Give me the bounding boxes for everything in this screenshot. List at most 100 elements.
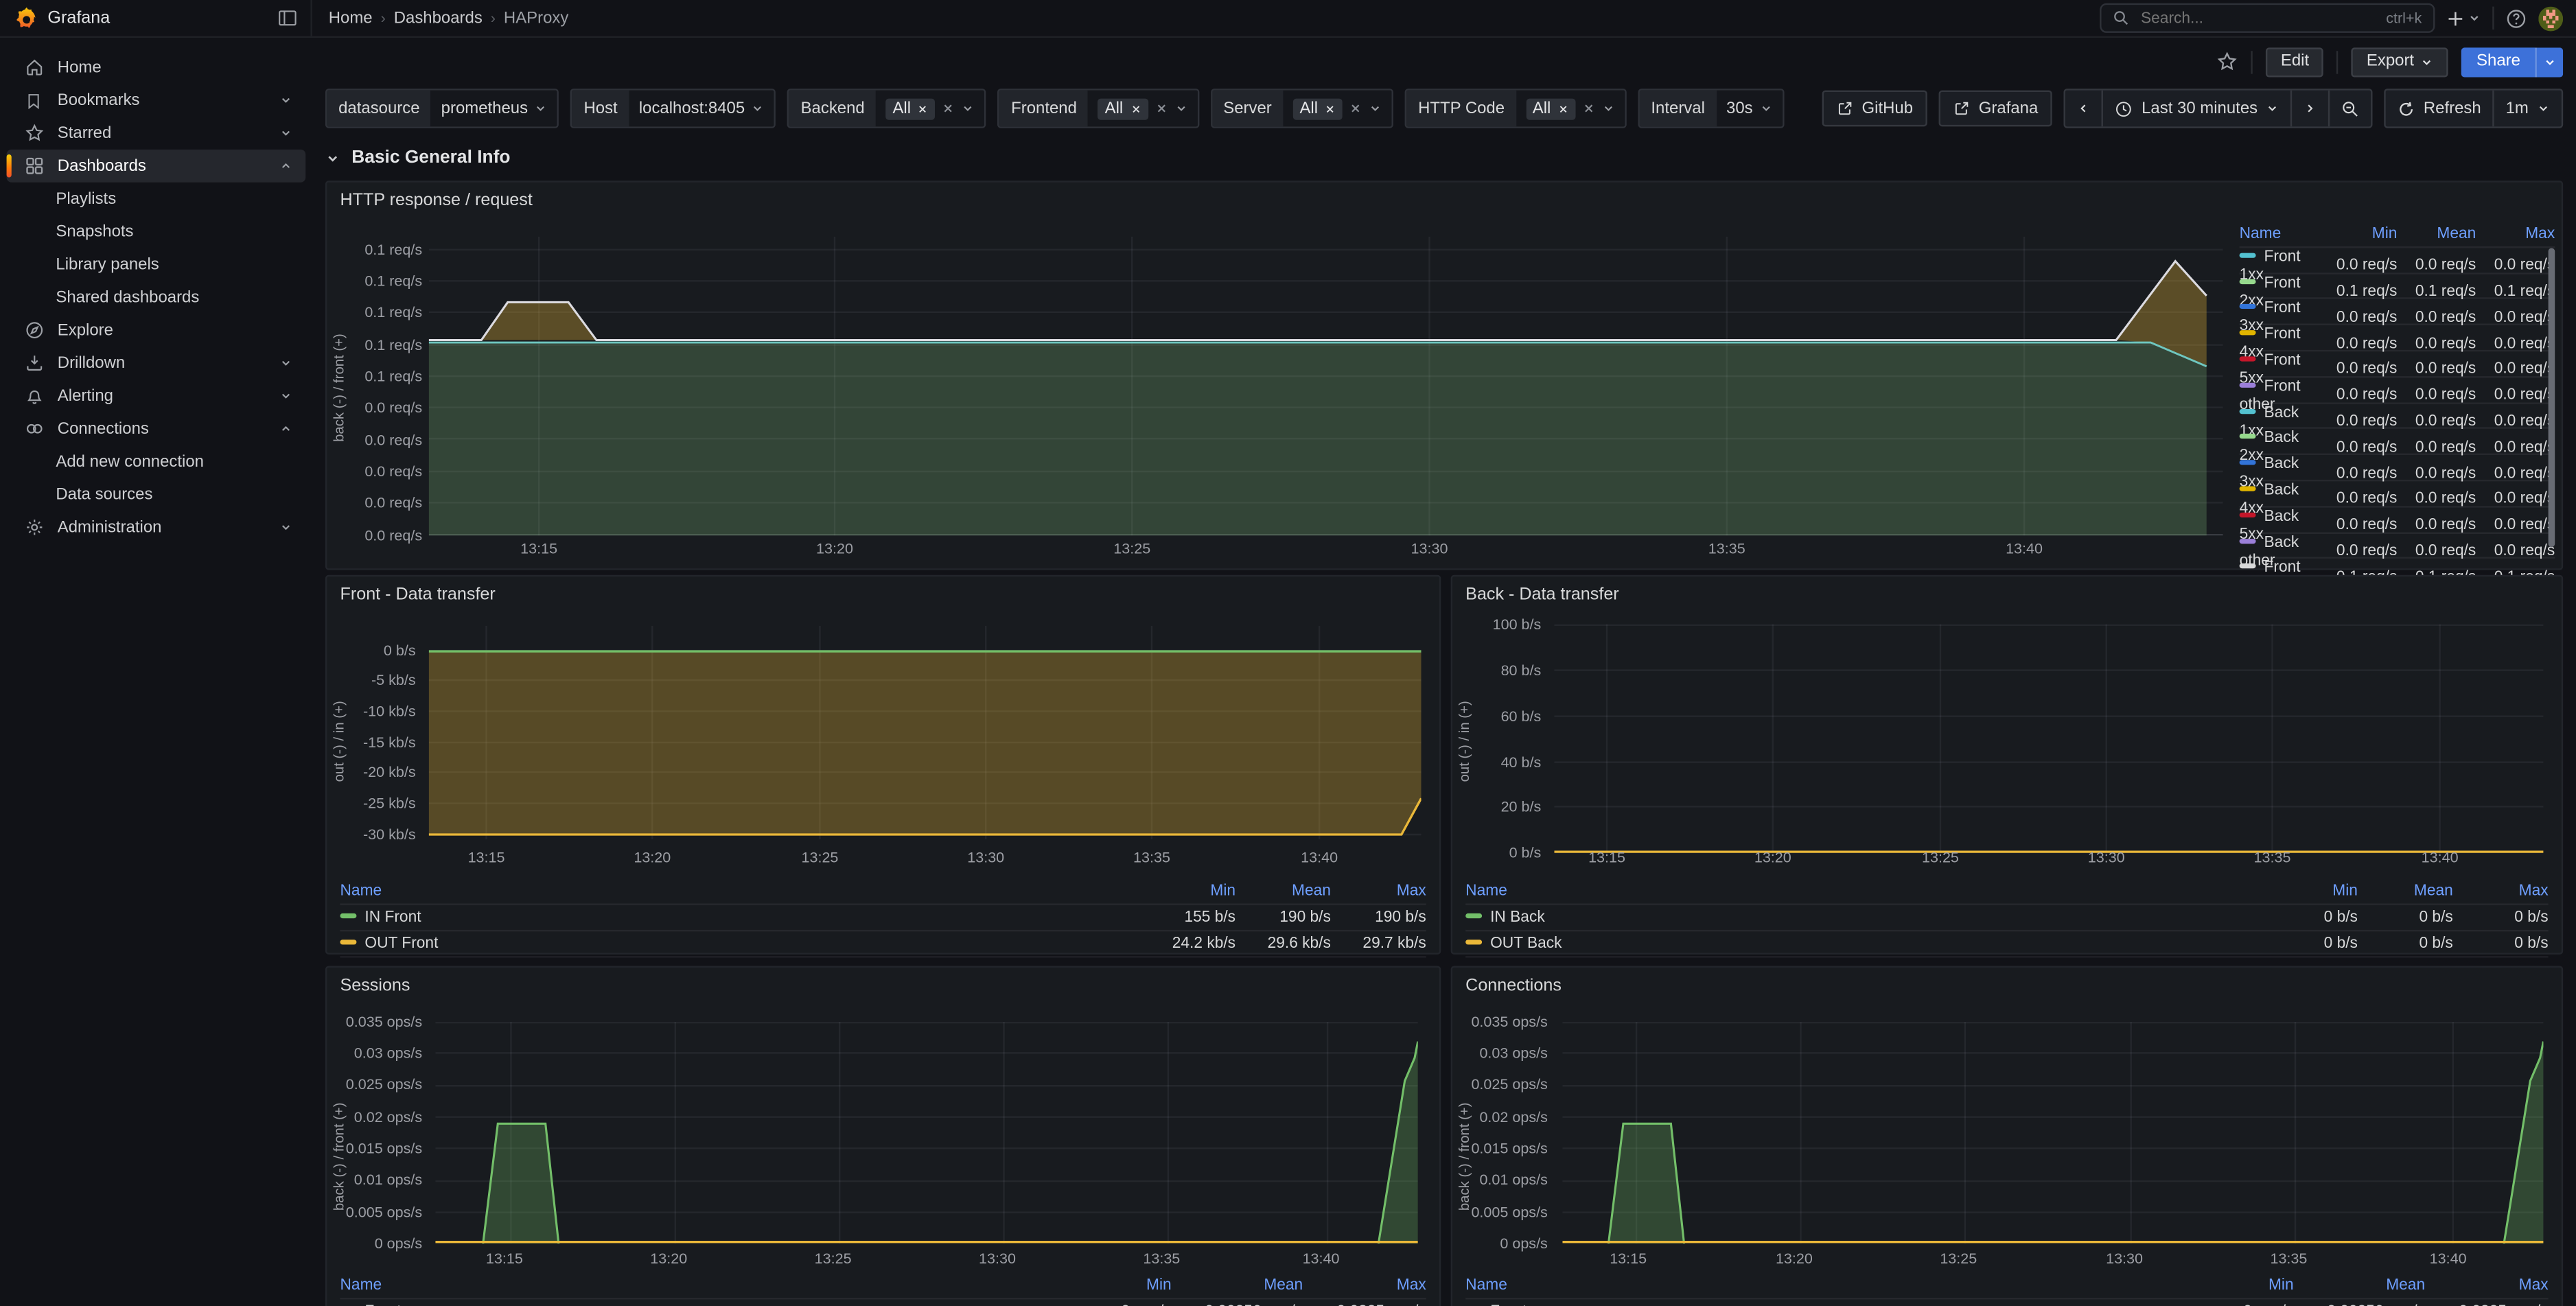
time-range-picker[interactable]: Last 30 minutes xyxy=(2104,91,2292,127)
legend-row[interactable]: Back other0.0 req/s0.0 req/s0.0 req/s xyxy=(2240,532,2555,558)
sidebar-item-add-new-connection[interactable]: Add new connection xyxy=(7,445,306,478)
grafana-logo[interactable] xyxy=(13,5,38,30)
legend-row[interactable]: Back 2xx0.0 req/s0.0 req/s0.0 req/s xyxy=(2240,428,2555,454)
chevron-down-icon[interactable] xyxy=(279,389,292,402)
sidebar-item-playlists[interactable]: Playlists xyxy=(7,183,306,215)
legend-row[interactable]: IN Front155 b/s190 b/s190 b/s xyxy=(340,904,1426,930)
favorite-star-icon[interactable] xyxy=(2217,51,2238,72)
legend-col-name[interactable]: Name xyxy=(340,1276,1056,1294)
sidebar-item-snapshots[interactable]: Snapshots xyxy=(7,215,306,248)
chevron-down-icon[interactable] xyxy=(279,521,292,534)
sidebar-item-alerting[interactable]: Alerting xyxy=(7,380,306,412)
var-interval-select[interactable]: 30s xyxy=(1717,91,1783,127)
legend-row[interactable]: Front other0.0 req/s0.0 req/s0.0 req/s xyxy=(2240,376,2555,402)
mega-menu-toggle-icon[interactable] xyxy=(278,8,298,28)
sidebar-item-bookmarks[interactable]: Bookmarks xyxy=(7,84,306,117)
legend-col-mean[interactable]: Mean xyxy=(2358,882,2453,900)
search-box[interactable]: ctrl+k xyxy=(2100,3,2435,33)
panel-front-data-transfer[interactable]: Front - Data transfer out (-) / in (+) 0… xyxy=(325,575,1441,955)
legend-col-min[interactable]: Min xyxy=(1056,1276,1172,1294)
legend-row[interactable]: Front 5xx0.0 req/s0.0 req/s0.0 req/s xyxy=(2240,350,2555,376)
row-basic-general-info[interactable]: Basic General Info xyxy=(325,148,511,167)
legend-row[interactable]: Back 1xx0.0 req/s0.0 req/s0.0 req/s xyxy=(2240,401,2555,428)
back-data-transfer-chart[interactable] xyxy=(1554,625,2543,854)
share-menu-caret[interactable] xyxy=(2535,47,2563,76)
legend-col-max[interactable]: Max xyxy=(1303,1276,1426,1294)
legend-row[interactable]: Front 2xx0.1 req/s0.1 req/s0.1 req/s xyxy=(2240,272,2555,298)
export-button[interactable]: Export xyxy=(2352,47,2448,76)
legend-col-mean[interactable]: Mean xyxy=(1172,1276,1303,1294)
front-data-transfer-chart[interactable] xyxy=(429,626,1422,839)
share-button[interactable]: Share xyxy=(2462,47,2536,76)
sidebar-item-data-sources[interactable]: Data sources xyxy=(7,478,306,511)
breadcrumb-home[interactable]: Home xyxy=(329,9,373,27)
legend-row[interactable]: Front0 ops/s0.00256 ops/s0.0325 ops/s xyxy=(1465,1298,2548,1306)
legend-col-min[interactable]: Min xyxy=(2319,225,2398,243)
var-server-select[interactable]: All xyxy=(1284,91,1392,127)
legend-row[interactable]: Front 4xx0.0 req/s0.0 req/s0.0 req/s xyxy=(2240,324,2555,350)
legend-col-min[interactable]: Min xyxy=(2179,1276,2294,1294)
legend-row[interactable]: OUT Back0 b/s0 b/s0 b/s xyxy=(1465,930,2548,958)
sidebar-item-starred[interactable]: Starred xyxy=(7,117,306,150)
legend-row[interactable]: Front 3xx0.0 req/s0.0 req/s0.0 req/s xyxy=(2240,298,2555,324)
panel-sessions[interactable]: Sessions back (-) / front (+) 0.035 ops/… xyxy=(325,966,1441,1305)
sidebar-item-dashboards[interactable]: Dashboards xyxy=(7,150,306,183)
legend-row[interactable]: Front0 ops/s0.00256 ops/s0.0325 ops/s xyxy=(340,1298,1426,1306)
legend-scrollbar[interactable] xyxy=(2549,248,2555,547)
chevron-up-icon[interactable] xyxy=(279,159,292,172)
edit-button[interactable]: Edit xyxy=(2266,47,2323,76)
var-host-select[interactable]: localhost:8405 xyxy=(629,91,774,127)
legend-col-max[interactable]: Max xyxy=(2453,882,2549,900)
breadcrumb-dashboards[interactable]: Dashboards xyxy=(394,9,483,27)
legend-row[interactable]: Front 1xx0.0 req/s0.0 req/s0.0 req/s xyxy=(2240,246,2555,272)
legend-col-max[interactable]: Max xyxy=(2476,225,2555,243)
chevron-down-icon[interactable] xyxy=(279,126,292,139)
var-backend-select[interactable]: All xyxy=(877,91,985,127)
connections-chart[interactable] xyxy=(1562,1022,2543,1244)
sidebar-item-library-panels[interactable]: Library panels xyxy=(7,248,306,281)
legend-col-name[interactable]: Name xyxy=(1465,1276,2179,1294)
panel-back-data-transfer[interactable]: Back - Data transfer out (-) / in (+) 10… xyxy=(1451,575,2564,955)
legend-col-max[interactable]: Max xyxy=(1331,882,1426,900)
legend-col-max[interactable]: Max xyxy=(2425,1276,2549,1294)
panel-connections[interactable]: Connections back (-) / front (+) 0.035 o… xyxy=(1451,966,2564,1305)
user-avatar[interactable] xyxy=(2538,5,2563,30)
time-shift-back-button[interactable] xyxy=(2066,91,2104,127)
legend-row[interactable]: IN Back0 b/s0 b/s0 b/s xyxy=(1465,904,2548,930)
sidebar-item-explore[interactable]: Explore xyxy=(7,314,306,347)
search-input[interactable] xyxy=(2137,8,2325,29)
selected-chip[interactable]: All xyxy=(1098,97,1148,119)
legend-row[interactable]: Back 4xx0.0 req/s0.0 req/s0.0 req/s xyxy=(2240,480,2555,506)
time-zoom-out-button[interactable] xyxy=(2330,91,2371,127)
panel-http-response-request[interactable]: HTTP response / request back (-) / front… xyxy=(325,180,2563,570)
legend-col-min[interactable]: Min xyxy=(2256,882,2358,900)
selected-chip[interactable]: All xyxy=(1293,97,1343,119)
legend-row[interactable]: OUT Front24.2 kb/s29.6 kb/s29.7 kb/s xyxy=(340,930,1426,958)
http-chart[interactable] xyxy=(429,237,2223,536)
time-shift-forward-button[interactable] xyxy=(2292,91,2330,127)
selected-chip[interactable]: All xyxy=(886,97,936,119)
sidebar-item-connections[interactable]: Connections xyxy=(7,412,306,445)
chevron-down-icon[interactable] xyxy=(279,93,292,106)
refresh-button[interactable]: Refresh xyxy=(2386,91,2494,127)
var-datasource-select[interactable]: prometheus xyxy=(431,91,557,127)
chevron-down-icon[interactable] xyxy=(279,356,292,369)
legend-col-min[interactable]: Min xyxy=(1134,882,1235,900)
add-new-button[interactable] xyxy=(2446,9,2481,27)
refresh-interval-select[interactable]: 1m xyxy=(2494,91,2562,127)
legend-col-name[interactable]: Name xyxy=(1465,882,2255,900)
legend-row[interactable]: Back 3xx0.0 req/s0.0 req/s0.0 req/s xyxy=(2240,454,2555,480)
legend-col-mean[interactable]: Mean xyxy=(2294,1276,2425,1294)
sidebar-item-administration[interactable]: Administration xyxy=(7,511,306,544)
sidebar-item-home[interactable]: Home xyxy=(7,51,306,84)
sessions-chart[interactable] xyxy=(435,1022,1417,1244)
github-link-button[interactable]: GitHub xyxy=(1822,91,1927,127)
chevron-up-icon[interactable] xyxy=(279,422,292,435)
legend-col-mean[interactable]: Mean xyxy=(2397,225,2476,243)
legend-col-mean[interactable]: Mean xyxy=(1235,882,1331,900)
var-http-code-select[interactable]: All xyxy=(1516,91,1625,127)
selected-chip[interactable]: All xyxy=(1526,97,1575,119)
sidebar-item-shared-dashboards[interactable]: Shared dashboards xyxy=(7,281,306,314)
legend-col-name[interactable]: Name xyxy=(340,882,1133,900)
var-frontend-select[interactable]: All xyxy=(1089,91,1197,127)
